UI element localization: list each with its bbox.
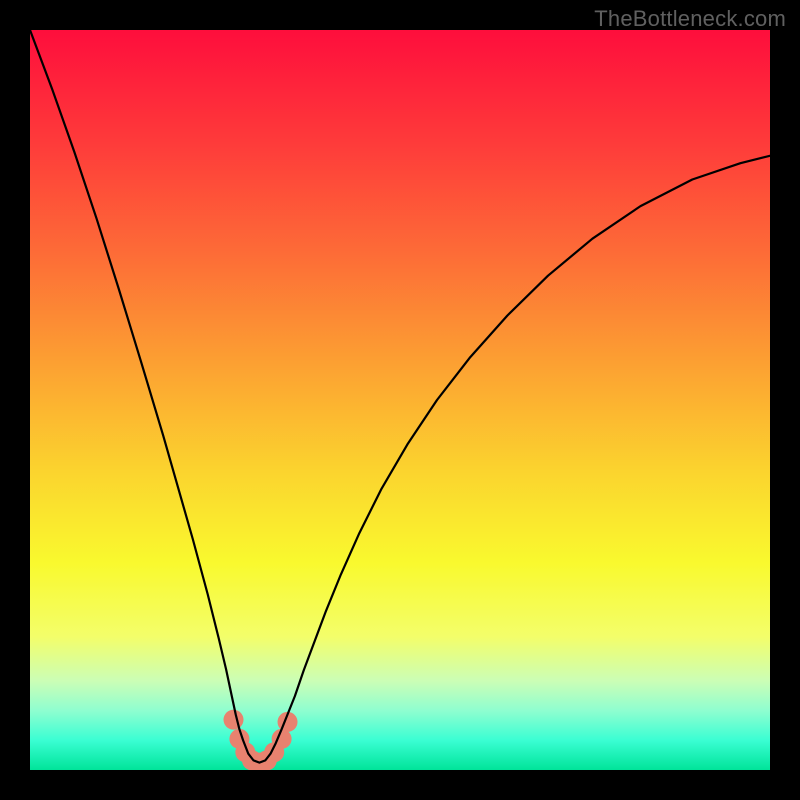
curve-marker xyxy=(224,710,244,730)
watermark-text: TheBottleneck.com xyxy=(594,6,786,32)
curve-layer xyxy=(30,30,770,770)
chart-canvas: TheBottleneck.com xyxy=(0,0,800,800)
bottleneck-curve xyxy=(30,30,770,763)
plot-area xyxy=(30,30,770,770)
